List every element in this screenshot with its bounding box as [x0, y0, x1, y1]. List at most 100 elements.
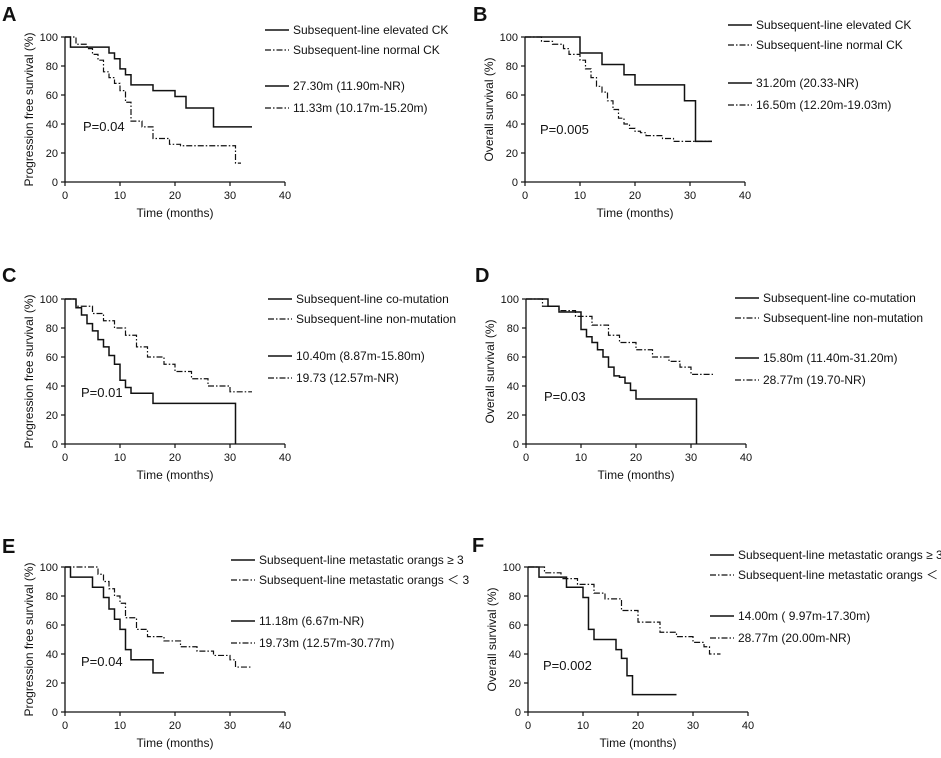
x-tick-label: 0 — [525, 720, 531, 732]
legend-series-name: Subsequent-line elevated CK — [756, 18, 911, 32]
x-axis-label: Time (months) — [137, 468, 214, 482]
y-axis-label: Progression free survival (%) — [22, 294, 36, 448]
legend-median-text: 28.77m (19.70-NR) — [763, 373, 866, 387]
legend-series-name: Subsequent-line co-mutation — [296, 292, 449, 306]
y-tick-label: 100 — [501, 294, 519, 306]
x-tick-label: 20 — [169, 452, 181, 464]
p-value: P=0.03 — [544, 389, 586, 404]
y-tick-label: 40 — [507, 381, 519, 393]
legend-median-text: 28.77m (20.00m-NR) — [738, 631, 851, 645]
x-axis-label: Time (months) — [598, 468, 675, 482]
legend-median-text: 10.40m (8.87m-15.80m) — [296, 349, 425, 363]
legend-median-text: 11.33m (10.17m-15.20m) — [293, 101, 428, 115]
x-tick-label: 0 — [62, 190, 68, 202]
legend-series-name: Subsequent-line metastatic orangs ＜ 3 — [259, 573, 469, 587]
x-tick-label: 40 — [279, 720, 291, 732]
y-tick-label: 80 — [506, 61, 518, 73]
km-panel-f: F 0 20 40 60 80 100 0 10 20 30 40 Time (months) Overa… — [472, 535, 941, 750]
km-curve-series-1 — [525, 36, 712, 143]
x-tick-label: 20 — [169, 190, 181, 202]
x-axis-label: Time (months) — [137, 206, 214, 220]
p-value: P=0.04 — [81, 654, 123, 669]
legend-series-name: Subsequent-line normal CK — [293, 43, 440, 57]
x-tick-label: 40 — [279, 190, 291, 202]
legend-series-name: Subsequent-line non-mutation — [763, 311, 923, 325]
y-tick-label: 60 — [506, 90, 518, 102]
x-tick-label: 10 — [574, 190, 586, 202]
km-panel-e: E 0 20 40 60 80 100 0 10 20 30 40 Time (months) Progr… — [2, 536, 469, 750]
km-panel-a: A 0 20 40 60 80 100 0 10 20 30 40 Time (months) Progr… — [2, 4, 448, 220]
km-curve-series-1 — [526, 298, 698, 444]
y-tick-label: 20 — [46, 148, 58, 160]
km-panel-c: C 0 20 40 60 80 100 0 10 20 30 40 Time (months) Progr… — [2, 265, 456, 482]
legend-series-name: Subsequent-line metastatic orangs ≥ 3 — [259, 553, 464, 567]
km-curve-series-1 — [65, 566, 164, 674]
y-tick-label: 100 — [40, 562, 58, 574]
y-tick-label: 0 — [512, 177, 518, 189]
panel-label: F — [472, 535, 484, 557]
y-axis-label: Overall survival (%) — [483, 319, 497, 423]
x-tick-label: 20 — [630, 452, 642, 464]
km-curve-series-2 — [65, 566, 252, 668]
panel-label: D — [475, 265, 489, 287]
y-tick-label: 80 — [46, 323, 58, 335]
legend-median-text: 19.73m (12.57m-30.77m) — [259, 636, 394, 650]
p-value: P=0.01 — [81, 385, 123, 400]
y-axis-label: Overall survival (%) — [485, 587, 499, 691]
x-tick-label: 10 — [577, 720, 589, 732]
y-tick-label: 40 — [46, 381, 58, 393]
legend-median-text: 19.73 (12.57m-NR) — [296, 371, 399, 385]
x-tick-label: 10 — [114, 452, 126, 464]
panel-label: A — [2, 4, 16, 26]
y-tick-label: 0 — [52, 707, 58, 719]
p-value: P=0.005 — [540, 122, 589, 137]
y-tick-label: 0 — [515, 707, 521, 719]
y-axis-label: Progression free survival (%) — [22, 562, 36, 716]
y-tick-label: 80 — [509, 591, 521, 603]
legend-series-name: Subsequent-line normal CK — [756, 38, 903, 52]
panel-label: C — [2, 265, 16, 287]
km-panel-d: D 0 20 40 60 80 100 0 10 20 30 40 Time (months) Overa… — [475, 265, 923, 482]
panel-label: E — [2, 536, 15, 558]
x-axis-label: Time (months) — [597, 206, 674, 220]
legend-series-name: Subsequent-line elevated CK — [293, 23, 448, 37]
y-tick-label: 60 — [46, 90, 58, 102]
x-tick-label: 30 — [224, 720, 236, 732]
y-tick-label: 40 — [46, 119, 58, 131]
y-tick-label: 60 — [46, 620, 58, 632]
legend-median-text: 31.20m (20.33-NR) — [756, 76, 859, 90]
legend-series-name: Subsequent-line non-mutation — [296, 312, 456, 326]
legend-median-text: 14.00m ( 9.97m-17.30m) — [738, 609, 870, 623]
x-tick-label: 0 — [62, 720, 68, 732]
y-tick-label: 40 — [509, 649, 521, 661]
y-tick-label: 100 — [500, 32, 518, 44]
legend-series-name: Subsequent-line metastatic orangs ≥ 3 — [738, 548, 941, 562]
y-axis-label: Progression free survival (%) — [22, 32, 36, 186]
x-tick-label: 40 — [279, 452, 291, 464]
y-tick-label: 20 — [506, 148, 518, 160]
y-axis-label: Overall survival (%) — [482, 57, 496, 161]
y-tick-label: 20 — [509, 678, 521, 690]
x-axis-label: Time (months) — [600, 736, 677, 750]
legend-median-text: 15.80m (11.40m-31.20m) — [763, 351, 898, 365]
x-tick-label: 30 — [684, 190, 696, 202]
km-curve-series-2 — [526, 298, 713, 375]
y-tick-label: 80 — [46, 61, 58, 73]
x-tick-label: 40 — [740, 452, 752, 464]
y-tick-label: 40 — [46, 649, 58, 661]
x-tick-label: 10 — [114, 190, 126, 202]
y-tick-label: 0 — [513, 439, 519, 451]
legend-series-name: Subsequent-line metastatic orangs ＜ 3 — [738, 568, 941, 582]
x-tick-label: 10 — [114, 720, 126, 732]
y-tick-label: 100 — [503, 562, 521, 574]
x-tick-label: 20 — [629, 190, 641, 202]
x-tick-label: 30 — [687, 720, 699, 732]
km-panel-b: B 0 20 40 60 80 100 0 10 20 30 40 Time (months) Overa… — [473, 4, 911, 220]
panel-label: B — [473, 4, 487, 26]
km-curve-series-1 — [65, 298, 237, 444]
y-tick-label: 80 — [46, 591, 58, 603]
x-tick-label: 30 — [224, 452, 236, 464]
x-tick-label: 30 — [224, 190, 236, 202]
